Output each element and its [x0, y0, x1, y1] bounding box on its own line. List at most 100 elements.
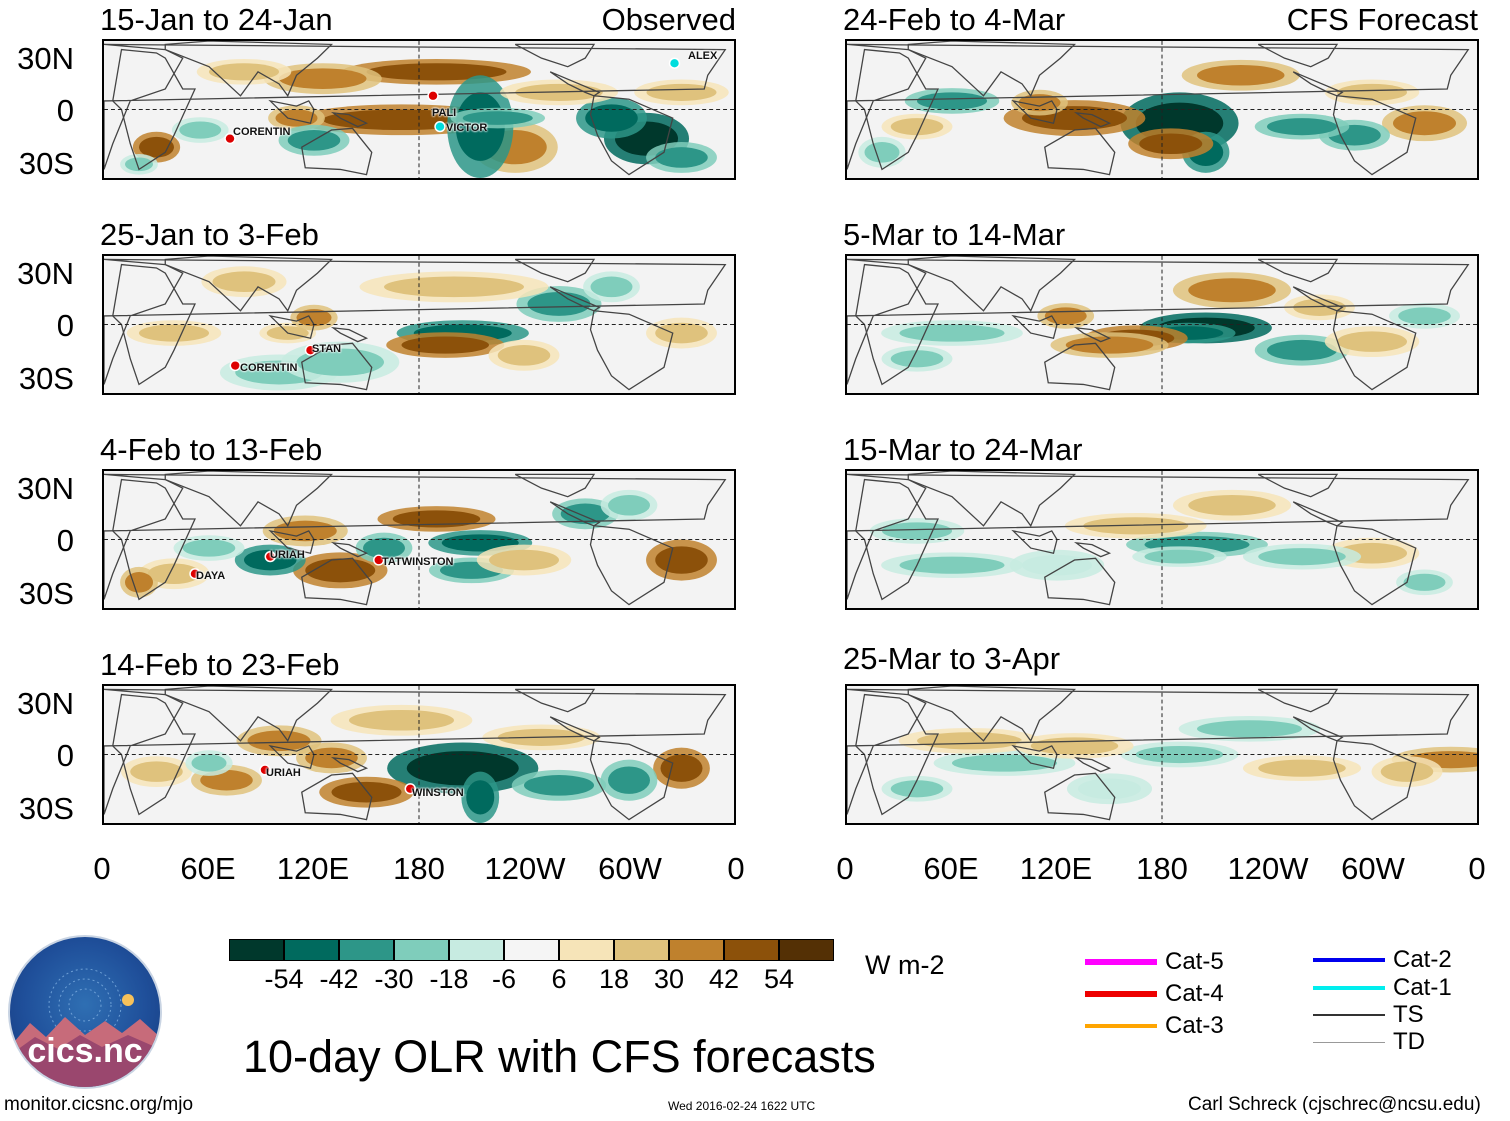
storm-label-daya: DAYA — [196, 570, 226, 582]
coastline — [907, 686, 1077, 743]
colorbar-tick-label: -6 — [491, 964, 516, 994]
lat-label-30s-4: 30S — [18, 791, 74, 826]
olr-anomaly-blob — [497, 345, 551, 366]
olr-heatmap-fc1 — [847, 41, 1477, 178]
olr-anomaly-blob — [179, 121, 222, 139]
storm-marker — [434, 121, 446, 133]
olr-anomaly-blob — [1065, 336, 1154, 354]
coastline — [112, 263, 196, 386]
storm-label-alex: ALEX — [688, 50, 718, 62]
coastline — [1044, 127, 1116, 176]
coastline — [855, 693, 939, 816]
storm-legend-label: Cat-5 — [1165, 948, 1224, 975]
coastline — [164, 686, 334, 743]
coastline — [1292, 716, 1344, 742]
olr-heatmap-fc3 — [847, 471, 1477, 608]
olr-anomaly-blob — [917, 732, 1022, 750]
lon-label-left-120w: 120W — [484, 851, 566, 886]
lon-label-right-60w: 60W — [1341, 851, 1405, 886]
olr-anomaly-blob — [1267, 118, 1337, 136]
lon-label-right-60e: 60E — [923, 851, 979, 886]
map-panel-fc3 — [845, 469, 1479, 610]
observed-header: Observed — [601, 2, 736, 37]
coastline — [1292, 501, 1344, 527]
coastline — [1332, 525, 1417, 606]
coastline — [1257, 43, 1339, 68]
footer-timestamp: Wed 2016-02-24 1622 UTC — [668, 1099, 816, 1113]
olr-heatmap-obs4 — [104, 686, 734, 823]
olr-anomaly-blob — [585, 104, 638, 132]
olr-anomaly-blob — [1258, 759, 1346, 777]
coastline — [1044, 342, 1116, 391]
coastline — [1332, 310, 1417, 391]
storm-legend-label: TS — [1393, 1001, 1424, 1028]
lat-label-30s-1: 30S — [18, 146, 74, 181]
olr-anomaly-blob — [1188, 494, 1276, 516]
storm-legend-label: Cat-2 — [1393, 946, 1452, 973]
map-panel-fc2 — [845, 254, 1479, 395]
panel-title-fc1: 24-Feb to 4-Mar — [843, 2, 1066, 37]
coastline — [514, 688, 596, 713]
panel-title-fc3: 15-Mar to 24-Mar — [843, 432, 1083, 467]
lon-label-right-180: 180 — [1136, 851, 1188, 886]
coastline — [589, 525, 674, 606]
panel-title-obs1: 15-Jan to 24-Jan — [100, 2, 333, 37]
storm-legend-line — [1085, 959, 1157, 965]
coastline — [112, 478, 196, 601]
storm-legend-label: Cat-3 — [1165, 1012, 1224, 1039]
coastline — [1292, 71, 1344, 97]
coastline — [164, 41, 334, 98]
coastline — [855, 48, 939, 171]
storm-legend-label: Cat-1 — [1393, 974, 1452, 1001]
storm-marker — [264, 551, 276, 563]
storm-legend-line — [1313, 1041, 1385, 1043]
storm-marker — [668, 57, 681, 69]
olr-anomaly-blob — [1267, 339, 1337, 361]
coastline — [514, 473, 596, 498]
lat-label-30n-1: 30N — [17, 41, 74, 76]
olr-anomaly-blob — [1022, 554, 1092, 576]
coastline — [1073, 757, 1112, 773]
olr-anomaly-blob — [384, 276, 524, 298]
olr-anomaly-blob — [139, 324, 209, 342]
coastline — [301, 127, 373, 176]
coastline — [1073, 112, 1112, 128]
olr-anomaly-blob — [125, 572, 153, 593]
colorbar-swatch — [504, 939, 559, 961]
olr-anomaly-blob — [608, 494, 650, 516]
coastline — [1044, 557, 1116, 606]
olr-anomaly-blob — [1398, 307, 1451, 325]
coastline — [847, 473, 1470, 600]
olr-anomaly-blob — [890, 780, 944, 798]
storm-legend-line — [1085, 991, 1157, 997]
olr-anomaly-blob — [1139, 133, 1203, 155]
colorbar-tick-label: 54 — [763, 964, 795, 994]
colorbar-units: W m-2 — [865, 950, 945, 980]
coastline — [1011, 529, 1058, 554]
coastline — [589, 95, 674, 176]
coastline — [164, 471, 334, 528]
colorbar-tick-label: 6 — [551, 964, 567, 994]
storm-legend-label: Cat-4 — [1165, 980, 1224, 1007]
panel-title-obs3: 4-Feb to 13-Feb — [100, 432, 323, 467]
panel-title-obs2: 25-Jan to 3-Feb — [100, 217, 319, 252]
colorbar-swatch — [724, 939, 779, 961]
storm-label-uriah-1: URIAH — [270, 549, 305, 561]
olr-anomaly-blob — [305, 558, 376, 583]
olr-anomaly-blob — [890, 350, 944, 368]
olr-anomaly-blob — [864, 142, 900, 163]
coastline — [514, 258, 596, 283]
coastline — [1257, 473, 1339, 498]
storm-label-corentin-1: CORENTIN — [233, 126, 291, 138]
map-panel-fc4 — [845, 684, 1479, 825]
map-panel-obs1 — [102, 39, 736, 180]
coastline — [1257, 258, 1339, 283]
coastline — [549, 716, 601, 742]
map-panel-obs3 — [102, 469, 736, 610]
cics-logo: cics.nc — [8, 935, 162, 1089]
olr-anomaly-blob — [524, 775, 594, 796]
lat-label-0-3: 0 — [56, 523, 74, 558]
forecast-header: CFS Forecast — [1286, 2, 1478, 37]
olr-anomaly-blob — [655, 147, 708, 168]
colorbar-tick-label: -54 — [264, 964, 304, 994]
